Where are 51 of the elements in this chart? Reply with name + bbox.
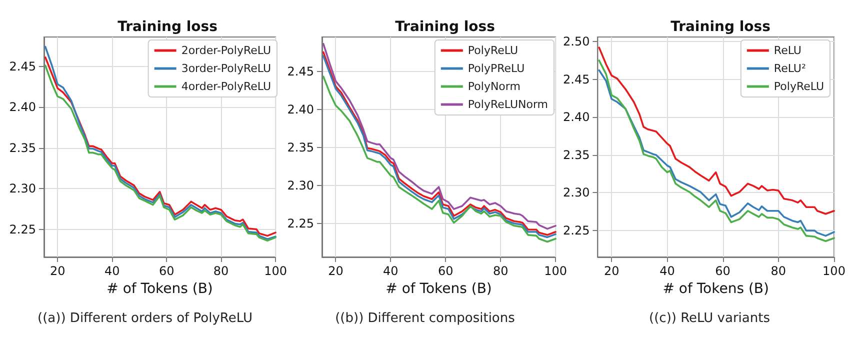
y-tick-label: 2.30 xyxy=(9,182,36,196)
y-tick-label: 2.50 xyxy=(563,34,590,49)
x-tick-label: 60 xyxy=(158,264,174,278)
text: ((b)) Different compositions xyxy=(335,311,516,326)
y-tick-label: 2.30 xyxy=(287,178,314,192)
x-tick-label: 40 xyxy=(660,264,675,278)
y-tick-label: 2.30 xyxy=(563,186,590,200)
x-axis-title: # of Tokens (B) xyxy=(662,280,769,297)
y-tick-label: 2.25 xyxy=(287,216,314,231)
x-tick-label: 100 xyxy=(544,264,567,278)
y-tick-label: 2.35 xyxy=(287,140,314,154)
legend-label: PolyPReLU xyxy=(468,62,525,75)
text: ((c)) ReLU variants xyxy=(649,311,770,326)
x-tick-label: 60 xyxy=(715,264,730,278)
x-tick-label: 100 xyxy=(264,264,287,278)
x-tick-label: 80 xyxy=(213,264,229,278)
x-tick-label: 40 xyxy=(104,264,120,278)
legend-label: PolyReLU xyxy=(774,80,824,93)
x-tick-label: 20 xyxy=(604,264,620,278)
chart-title: Training loss xyxy=(395,19,495,35)
legend-label: 2order-PolyReLU xyxy=(181,44,272,57)
legend-label: 3order-PolyReLU xyxy=(181,62,272,75)
x-tick-label: 80 xyxy=(770,264,786,278)
legend-label: ReLU xyxy=(774,44,802,57)
x-tick-label: 20 xyxy=(328,264,344,278)
x-axis-title: # of Tokens (B) xyxy=(106,280,213,297)
legend-label: 4order-PolyReLU xyxy=(181,80,272,93)
y-tick-label: 2.25 xyxy=(563,224,590,238)
y-tick-label: 2.35 xyxy=(563,148,590,162)
legend-label: PolyReLU xyxy=(468,44,518,57)
x-tick-label: 20 xyxy=(50,264,66,278)
y-tick-label: 2.40 xyxy=(287,102,314,116)
line-series xyxy=(598,46,835,215)
y-tick-label: 2.40 xyxy=(9,100,36,114)
x-axis-title: # of Tokens (B) xyxy=(386,280,492,297)
y-tick-label: 2.25 xyxy=(9,222,36,236)
x-tick-label: 100 xyxy=(822,264,846,278)
legend-label: PolyNorm xyxy=(468,80,520,93)
chart-title: Training loss xyxy=(670,19,770,35)
chart-title: Training loss xyxy=(118,19,218,35)
y-tick-label: 2.45 xyxy=(9,59,36,74)
legend-label: PolyReLUNorm xyxy=(468,98,548,111)
y-tick-label: 2.40 xyxy=(563,110,590,124)
x-tick-label: 60 xyxy=(438,264,454,278)
legend-label: ReLU² xyxy=(774,62,806,75)
y-tick-label: 2.45 xyxy=(287,64,314,78)
x-tick-label: 80 xyxy=(492,264,508,278)
y-tick-label: 2.45 xyxy=(563,72,590,86)
y-tick-label: 2.35 xyxy=(9,140,36,155)
text: ((a)) Different orders of PolyReLU xyxy=(38,311,252,326)
x-tick-label: 40 xyxy=(383,264,398,278)
